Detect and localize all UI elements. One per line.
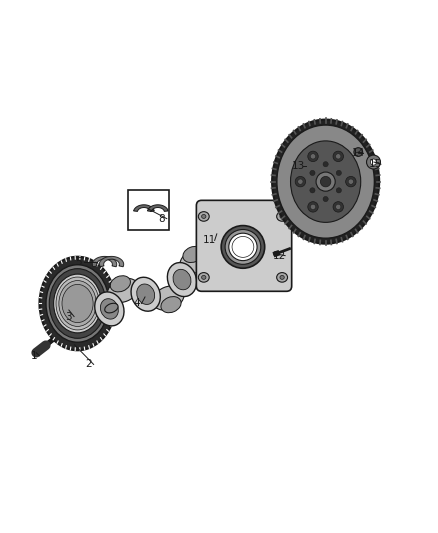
Text: 13: 13 [292, 161, 305, 172]
Text: 4: 4 [133, 298, 140, 309]
Circle shape [336, 204, 341, 209]
Circle shape [316, 172, 335, 191]
Ellipse shape [137, 284, 155, 304]
Ellipse shape [233, 267, 254, 284]
Circle shape [336, 188, 342, 193]
Ellipse shape [240, 233, 269, 267]
Ellipse shape [272, 119, 379, 244]
Ellipse shape [62, 285, 93, 322]
Ellipse shape [201, 276, 206, 279]
Ellipse shape [209, 255, 227, 275]
Ellipse shape [100, 298, 118, 319]
Circle shape [298, 179, 303, 184]
Ellipse shape [152, 286, 184, 310]
Ellipse shape [198, 212, 209, 221]
Circle shape [310, 188, 315, 193]
Ellipse shape [107, 278, 139, 303]
Text: 8: 8 [158, 214, 165, 224]
Text: 11: 11 [203, 236, 216, 245]
Polygon shape [134, 205, 154, 212]
Circle shape [367, 155, 381, 169]
Ellipse shape [167, 263, 197, 296]
Ellipse shape [173, 269, 191, 290]
Bar [127, 190, 169, 230]
Ellipse shape [49, 269, 106, 338]
Ellipse shape [39, 257, 116, 350]
Circle shape [311, 204, 316, 209]
Circle shape [308, 151, 318, 161]
Ellipse shape [95, 292, 124, 326]
Circle shape [321, 176, 331, 187]
Polygon shape [148, 205, 168, 212]
Ellipse shape [280, 214, 284, 219]
Text: 1: 1 [31, 351, 37, 361]
Ellipse shape [46, 265, 109, 342]
Ellipse shape [105, 303, 118, 313]
Ellipse shape [201, 214, 206, 219]
Circle shape [295, 176, 306, 187]
Circle shape [333, 151, 343, 161]
Ellipse shape [280, 276, 284, 279]
Ellipse shape [225, 230, 261, 264]
Ellipse shape [56, 277, 99, 330]
Ellipse shape [131, 277, 160, 311]
Text: 2: 2 [85, 359, 92, 369]
Ellipse shape [277, 125, 374, 238]
Circle shape [354, 148, 363, 156]
Circle shape [323, 197, 328, 201]
Text: 3: 3 [66, 312, 72, 321]
Text: 5: 5 [75, 257, 82, 267]
Ellipse shape [53, 274, 102, 333]
Circle shape [333, 201, 343, 212]
Ellipse shape [246, 240, 264, 261]
Ellipse shape [180, 249, 212, 273]
Polygon shape [92, 256, 117, 267]
Ellipse shape [183, 246, 203, 263]
Circle shape [346, 176, 356, 187]
Text: 12: 12 [273, 251, 286, 261]
Ellipse shape [161, 296, 181, 313]
Polygon shape [99, 256, 124, 267]
Ellipse shape [229, 233, 257, 261]
Ellipse shape [277, 212, 288, 221]
Circle shape [308, 201, 318, 212]
Ellipse shape [204, 248, 233, 282]
FancyBboxPatch shape [196, 200, 292, 292]
Ellipse shape [198, 272, 209, 282]
Circle shape [310, 171, 315, 175]
Ellipse shape [221, 225, 265, 268]
Circle shape [371, 159, 377, 165]
Circle shape [311, 154, 316, 159]
Ellipse shape [277, 272, 288, 282]
Ellipse shape [225, 256, 257, 281]
Circle shape [336, 171, 342, 175]
Circle shape [348, 179, 353, 184]
Ellipse shape [290, 141, 361, 222]
Ellipse shape [110, 276, 131, 292]
Ellipse shape [59, 280, 96, 326]
Text: 14: 14 [352, 148, 365, 158]
Circle shape [336, 154, 341, 159]
Circle shape [323, 161, 328, 167]
Text: 15: 15 [369, 159, 382, 169]
